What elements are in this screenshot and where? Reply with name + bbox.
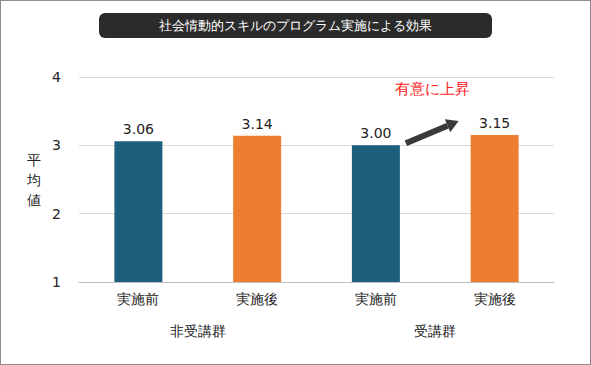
- svg-text:3.06: 3.06: [123, 121, 154, 137]
- svg-text:実施後: 実施後: [236, 291, 278, 307]
- svg-text:3.14: 3.14: [242, 116, 273, 132]
- svg-text:平: 平: [27, 152, 41, 168]
- svg-text:有意に上昇: 有意に上昇: [395, 80, 470, 98]
- svg-text:社会情動的スキルのプログラム実施による効果: 社会情動的スキルのプログラム実施による効果: [159, 18, 432, 33]
- svg-text:値: 値: [27, 192, 41, 208]
- svg-text:非受講群: 非受講群: [170, 323, 226, 339]
- svg-text:1: 1: [52, 274, 61, 290]
- svg-text:実施前: 実施前: [355, 291, 397, 307]
- svg-text:実施前: 実施前: [117, 291, 159, 307]
- svg-text:3: 3: [52, 137, 61, 153]
- svg-text:4: 4: [52, 69, 61, 85]
- svg-text:受講群: 受講群: [414, 323, 456, 339]
- svg-text:3.00: 3.00: [360, 125, 391, 141]
- svg-text:実施後: 実施後: [474, 291, 516, 307]
- svg-text:均: 均: [26, 172, 41, 188]
- svg-text:2: 2: [52, 206, 61, 222]
- svg-text:3.15: 3.15: [479, 115, 510, 131]
